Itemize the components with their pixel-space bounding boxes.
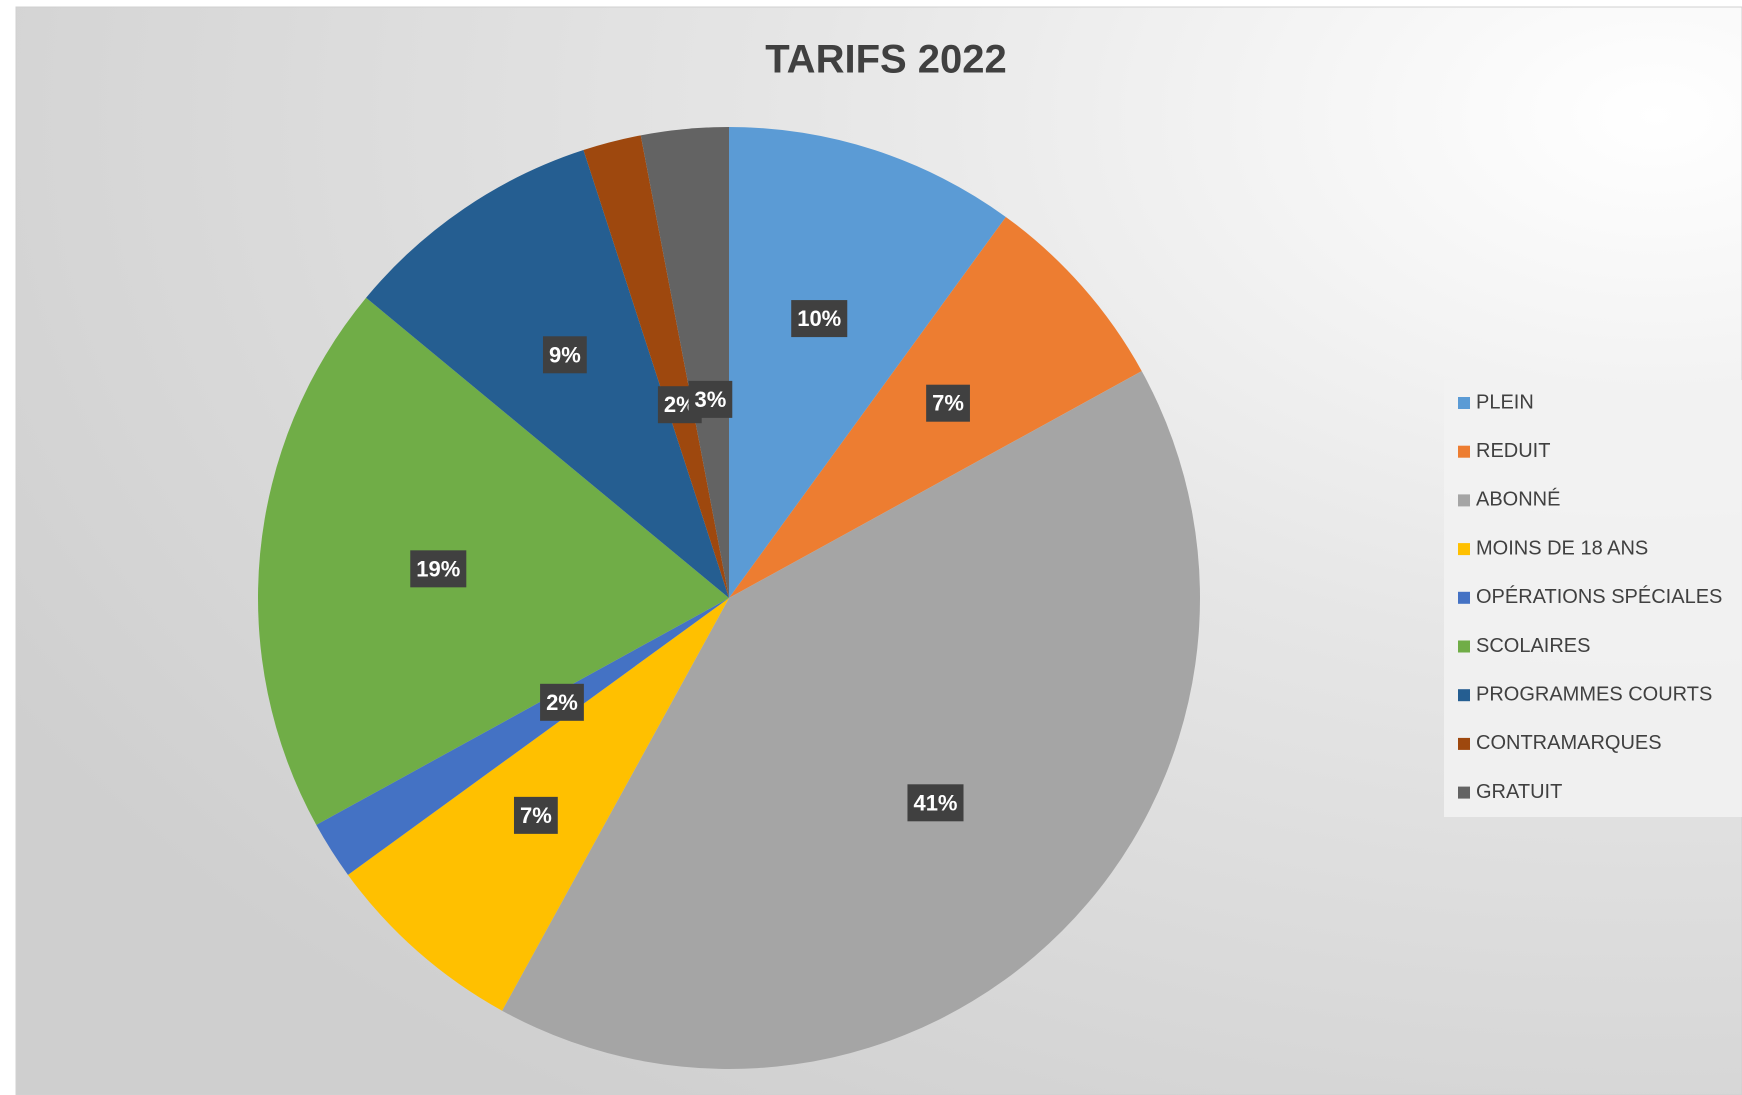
legend-label: OPÉRATIONS SPÉCIALES xyxy=(1476,585,1722,608)
data-label-box xyxy=(688,380,733,418)
legend-swatch xyxy=(1458,786,1470,799)
data-label: 7% xyxy=(932,391,964,416)
data-label-box xyxy=(791,300,848,338)
pie-slice xyxy=(258,297,729,825)
legend-swatch xyxy=(1458,397,1470,409)
legend-swatch xyxy=(1458,494,1470,507)
pie-slice xyxy=(502,371,1201,1070)
legend-label: MOINS DE 18 ANS xyxy=(1476,537,1648,559)
legend-label: CONTRAMARQUES xyxy=(1476,732,1662,754)
data-label-box xyxy=(926,384,970,422)
data-label: 10% xyxy=(797,306,841,331)
data-label: 7% xyxy=(520,803,552,828)
legend-swatch xyxy=(1458,737,1470,750)
pie-slice xyxy=(640,127,729,598)
legend-swatch xyxy=(1458,543,1470,556)
legend-box xyxy=(1444,380,1742,817)
pie-slice xyxy=(366,150,729,599)
legend-label: REDUIT xyxy=(1476,440,1550,462)
chart-title: TARIFS 2022 xyxy=(765,38,1007,82)
legend-swatch xyxy=(1458,445,1470,458)
legend-label: PROGRAMMES COURTS xyxy=(1476,683,1712,705)
data-label-box xyxy=(513,796,558,834)
pie-slice xyxy=(729,127,1006,598)
legend-label: SCOLAIRES xyxy=(1476,635,1590,657)
data-label-box xyxy=(410,550,467,588)
pie-slice xyxy=(583,135,729,598)
legend-label: PLEIN xyxy=(1476,391,1534,413)
legend-label: ABONNÉ xyxy=(1476,488,1560,511)
legend-swatch xyxy=(1458,591,1470,604)
legend-swatch xyxy=(1458,689,1470,702)
data-label-box xyxy=(540,683,584,721)
data-label: 3% xyxy=(694,387,726,412)
pie-slice xyxy=(316,598,729,875)
data-label: 2% xyxy=(546,690,578,715)
legend-swatch xyxy=(1458,640,1470,653)
data-label: 9% xyxy=(549,342,581,367)
data-label: 41% xyxy=(913,790,957,815)
data-label-box xyxy=(542,336,587,374)
legend-label: GRATUIT xyxy=(1476,781,1562,803)
data-label: 19% xyxy=(416,556,460,581)
data-label-box xyxy=(907,784,964,822)
